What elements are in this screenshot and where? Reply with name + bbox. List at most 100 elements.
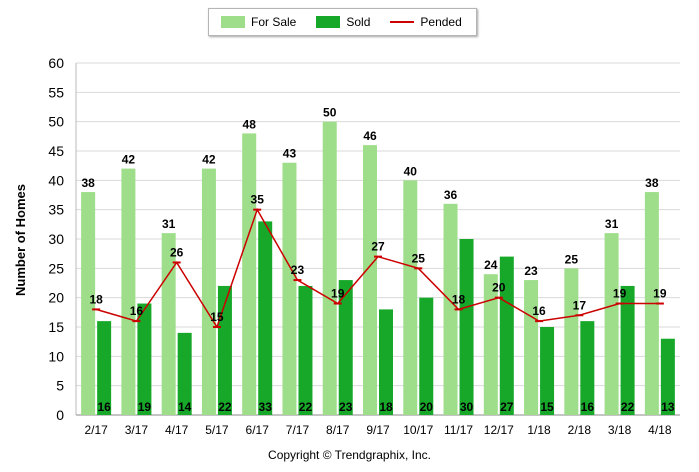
data-label-sold: 14 bbox=[178, 400, 192, 414]
data-label-pended: 35 bbox=[251, 193, 265, 207]
x-tick-label: 2/17 bbox=[84, 423, 108, 437]
x-tick-label: 11/17 bbox=[444, 423, 473, 437]
data-label-sold: 23 bbox=[339, 400, 353, 414]
data-label-pended: 27 bbox=[371, 240, 385, 254]
data-label-sold: 19 bbox=[138, 400, 152, 414]
x-tick-label: 6/17 bbox=[246, 423, 270, 437]
x-tick-label: 4/18 bbox=[648, 423, 672, 437]
data-label-for-sale: 31 bbox=[605, 217, 619, 231]
bar-sold bbox=[660, 338, 675, 415]
bar-for-sale bbox=[121, 168, 136, 415]
y-tick-label: 0 bbox=[56, 407, 64, 423]
data-label-sold: 33 bbox=[259, 400, 273, 414]
x-tick-label: 4/17 bbox=[165, 423, 189, 437]
x-tick-label: 9/17 bbox=[366, 423, 390, 437]
data-label-for-sale: 31 bbox=[162, 217, 176, 231]
x-tick-label: 12/17 bbox=[484, 423, 514, 437]
x-tick-label: 8/17 bbox=[326, 423, 350, 437]
data-label-sold: 22 bbox=[299, 400, 313, 414]
y-tick-label: 60 bbox=[48, 55, 64, 71]
bar-sold bbox=[137, 303, 152, 415]
x-tick-label: 7/17 bbox=[286, 423, 310, 437]
x-tick-label: 2/18 bbox=[568, 423, 592, 437]
legend-label-sold: Sold bbox=[346, 15, 371, 29]
bars bbox=[81, 121, 675, 416]
data-label-pended: 25 bbox=[412, 251, 426, 265]
data-label-for-sale: 43 bbox=[283, 147, 297, 161]
data-label-sold: 18 bbox=[379, 400, 393, 414]
x-tick-label: 3/17 bbox=[125, 423, 149, 437]
data-label-pended: 19 bbox=[331, 287, 345, 301]
bar-sold bbox=[177, 332, 192, 415]
bar-for-sale bbox=[604, 233, 619, 415]
y-tick-label: 35 bbox=[48, 202, 64, 218]
data-label-pended: 16 bbox=[532, 304, 546, 318]
data-label-for-sale: 38 bbox=[645, 176, 659, 190]
data-label-for-sale: 38 bbox=[81, 176, 95, 190]
bar-for-sale bbox=[161, 233, 176, 415]
data-label-sold: 22 bbox=[218, 400, 232, 414]
y-axis-label: Number of Homes bbox=[13, 184, 28, 296]
data-label-pended: 18 bbox=[452, 292, 466, 306]
copyright-text: Copyright © Trendgraphix, Inc. bbox=[268, 448, 431, 462]
bar-sold bbox=[540, 327, 555, 415]
data-labels: 38 16 42 19 31 14 42 22 48 33 43 22 50 23 46 18 40 20 36 30… bbox=[81, 106, 674, 414]
data-label-for-sale: 36 bbox=[444, 188, 458, 202]
x-tick-label: 10/17 bbox=[403, 423, 433, 437]
data-label-sold: 13 bbox=[661, 400, 675, 414]
legend-label-pended: Pended bbox=[420, 15, 462, 29]
y-tick-label: 20 bbox=[48, 290, 64, 306]
data-label-for-sale: 50 bbox=[323, 106, 337, 120]
bar-for-sale bbox=[483, 274, 498, 415]
gridlines bbox=[76, 62, 680, 416]
bar-sold bbox=[580, 321, 595, 415]
bar-for-sale bbox=[403, 180, 418, 415]
legend-swatch-for-sale bbox=[221, 16, 245, 28]
data-label-sold: 20 bbox=[420, 400, 434, 414]
data-label-pended: 16 bbox=[130, 304, 144, 318]
bar-for-sale bbox=[564, 268, 579, 415]
data-label-pended: 19 bbox=[613, 287, 627, 301]
bar-for-sale bbox=[443, 203, 458, 415]
bar-for-sale bbox=[363, 145, 377, 415]
data-label-pended: 15 bbox=[210, 310, 224, 324]
legend-item-pended: Pended bbox=[390, 15, 462, 29]
bar-sold bbox=[459, 239, 474, 415]
x-tick-label: 1/18 bbox=[527, 423, 551, 437]
pended-line bbox=[92, 207, 664, 329]
y-tick-label: 25 bbox=[48, 260, 64, 276]
legend-item-sold: Sold bbox=[316, 15, 370, 29]
y-tick-label: 40 bbox=[48, 172, 64, 188]
bar-sold bbox=[379, 309, 393, 415]
bar-sold bbox=[419, 297, 434, 415]
y-tick-label: 55 bbox=[48, 84, 64, 100]
data-label-sold: 27 bbox=[500, 400, 514, 414]
legend-swatch-pended bbox=[390, 21, 415, 23]
x-tick-label: 5/17 bbox=[205, 423, 229, 437]
data-label-for-sale: 24 bbox=[484, 258, 498, 272]
y-tick-label: 10 bbox=[48, 348, 64, 364]
data-label-for-sale: 42 bbox=[122, 153, 136, 167]
legend: For Sale Sold Pended bbox=[208, 8, 477, 36]
data-label-for-sale: 48 bbox=[243, 117, 257, 131]
data-label-pended: 23 bbox=[291, 263, 305, 277]
bar-sold bbox=[97, 321, 112, 415]
bar-sold bbox=[258, 221, 273, 415]
bar-for-sale bbox=[201, 168, 216, 415]
data-label-for-sale: 40 bbox=[404, 164, 418, 178]
y-tick-label: 15 bbox=[48, 319, 64, 335]
y-tick-label: 5 bbox=[56, 378, 64, 394]
data-label-for-sale: 46 bbox=[363, 129, 377, 143]
bar-sold bbox=[620, 285, 635, 415]
bar-for-sale bbox=[322, 121, 337, 416]
bar-sold bbox=[217, 285, 232, 415]
data-label-pended: 18 bbox=[89, 292, 103, 306]
bar-for-sale bbox=[242, 133, 257, 415]
bar-sold bbox=[298, 285, 313, 415]
axes: 0 5 10 15 20 25 30 35 40 45 50 55 60 2/17 3/17 4/17 5/17… bbox=[48, 55, 671, 437]
y-tick-label: 45 bbox=[48, 143, 64, 159]
data-label-pended: 26 bbox=[170, 245, 184, 259]
bar-for-sale bbox=[282, 162, 297, 415]
data-label-for-sale: 42 bbox=[202, 153, 216, 167]
